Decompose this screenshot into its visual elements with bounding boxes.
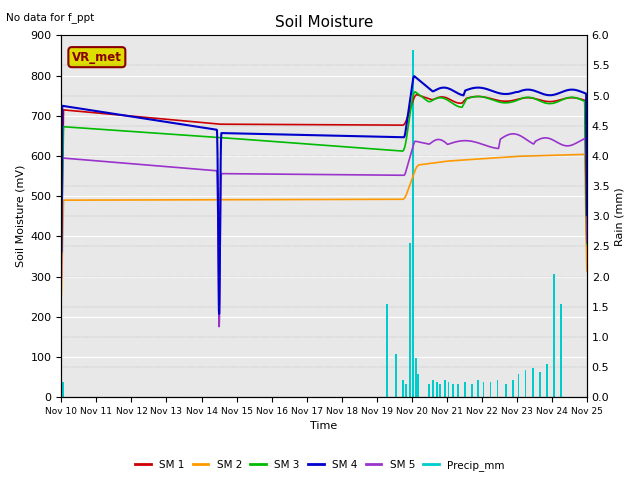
Bar [444,380,446,397]
Text: VR_met: VR_met [72,51,122,64]
Text: No data for f_ppt: No data for f_ppt [6,12,95,23]
Bar [483,382,484,397]
Bar [406,384,408,397]
Bar [518,374,520,397]
X-axis label: Time: Time [310,421,338,432]
Bar [428,384,430,397]
Bar [490,382,492,397]
Bar [457,384,459,397]
Legend: SM 1, SM 2, SM 3, SM 4, SM 5, Precip_mm: SM 1, SM 2, SM 3, SM 4, SM 5, Precip_mm [131,456,509,475]
Bar [471,384,473,397]
Bar [386,304,388,397]
Title: Soil Moisture: Soil Moisture [275,15,373,30]
Bar [395,354,397,397]
Bar [464,382,466,397]
Bar [506,384,508,397]
Bar [477,380,479,397]
Bar [525,370,527,397]
Y-axis label: Soil Moisture (mV): Soil Moisture (mV) [15,165,25,267]
Bar [497,380,499,397]
Bar [62,382,64,397]
Bar [559,304,561,397]
Bar [415,358,417,397]
Bar [452,384,454,397]
Bar [436,382,438,397]
Bar [433,380,435,397]
Bar [532,368,534,397]
Bar [412,50,415,397]
Bar [511,380,513,397]
Bar [545,364,547,397]
Bar [440,384,442,397]
Bar [552,274,554,397]
Bar [417,374,419,397]
Y-axis label: Rain (mm): Rain (mm) [615,187,625,246]
Bar [539,372,541,397]
Bar [447,382,449,397]
Bar [409,243,411,397]
Bar [402,380,404,397]
